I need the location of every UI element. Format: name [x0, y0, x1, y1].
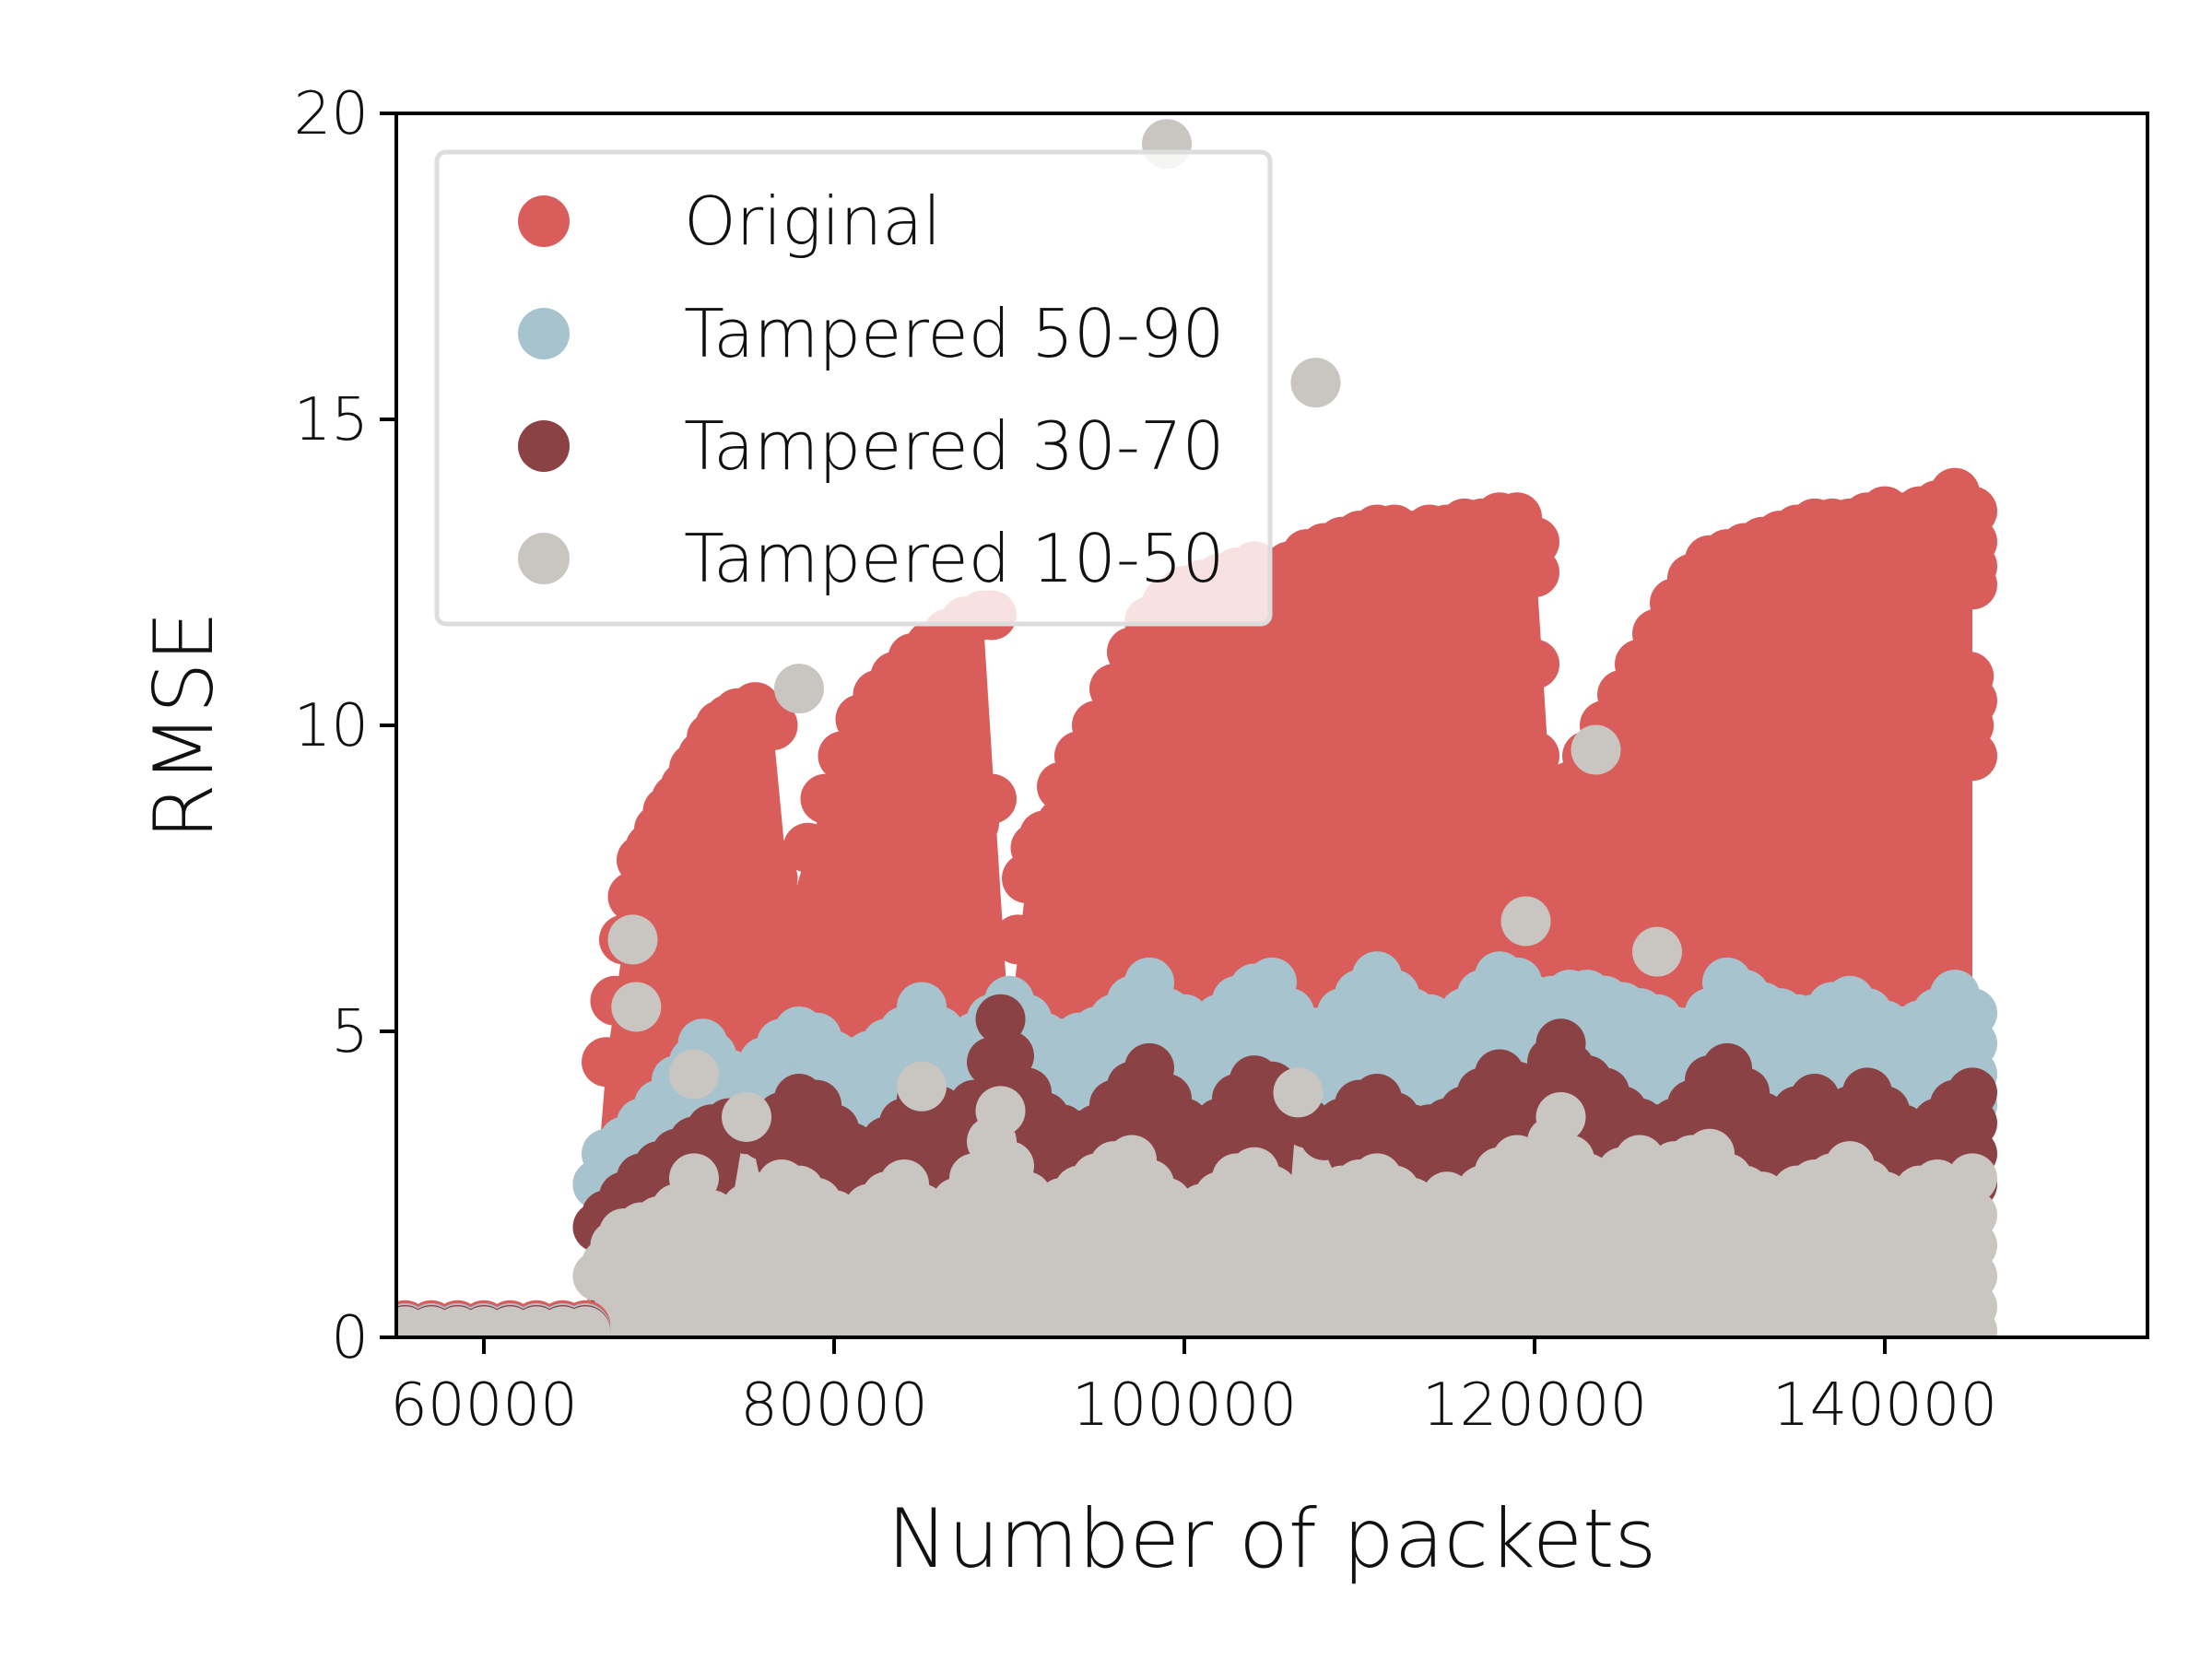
- data-point: [582, 1037, 631, 1088]
- y-tick-label: 15: [294, 386, 369, 454]
- y-tick-label: 10: [294, 692, 369, 760]
- data-point: [1273, 1067, 1324, 1118]
- legend-label-4: Tampered 10-50: [684, 520, 1224, 597]
- data-point: [897, 1061, 947, 1112]
- legend: Original Tampered 50-90 Tampered 30-70 Tamp…: [434, 149, 1273, 627]
- x-tick-label: 120000: [1422, 1371, 1647, 1440]
- data-point: [1947, 1306, 1997, 1337]
- data-point: [800, 773, 851, 824]
- data-point: [1500, 896, 1551, 947]
- data-point: [560, 1306, 611, 1337]
- legend-label-3: Tampered 30-70: [684, 407, 1224, 485]
- legend-box: [434, 149, 1273, 627]
- y-axis-label: RMSE: [136, 611, 231, 841]
- data-point: [1510, 639, 1559, 689]
- data-point: [1944, 700, 1994, 750]
- x-tick-label: 100000: [1072, 1371, 1297, 1440]
- data-point: [1632, 926, 1682, 977]
- series-2-points: [396, 951, 1997, 1337]
- legend-marker-1: [518, 195, 570, 247]
- data-point: [1944, 651, 1994, 701]
- y-tick-label: 5: [331, 998, 369, 1066]
- data-point: [722, 1091, 771, 1142]
- data-point: [774, 664, 824, 714]
- legend-marker-3: [518, 420, 570, 472]
- series-4-points: [396, 119, 1997, 1337]
- data-point: [1571, 724, 1621, 775]
- x-axis: 60000 80000 100000 120000 140000: [390, 1337, 1997, 1440]
- data-point: [1510, 731, 1559, 782]
- data-point: [993, 914, 1043, 965]
- x-tick-label: 60000: [390, 1371, 578, 1440]
- data-point: [765, 884, 816, 935]
- data-point: [1510, 547, 1559, 597]
- x-tick-label: 140000: [1772, 1371, 1997, 1440]
- data-point: [967, 773, 1017, 824]
- y-tick-label: 0: [331, 1304, 369, 1372]
- legend-marker-4: [518, 533, 570, 584]
- data-point: [1290, 358, 1341, 408]
- data-point: [1947, 541, 1997, 592]
- data-point: [611, 982, 662, 1032]
- data-point: [1535, 1091, 1586, 1142]
- data-point: [747, 700, 798, 750]
- x-tick-label: 80000: [740, 1371, 928, 1440]
- legend-label-2: Tampered 50-90: [684, 295, 1224, 372]
- data-point: [975, 1086, 1026, 1136]
- data-point: [1124, 743, 1174, 794]
- data-point: [782, 822, 833, 873]
- data-point: [607, 914, 658, 965]
- legend-label-1: Original: [684, 182, 941, 260]
- data-point: [1947, 1153, 1997, 1204]
- data-point: [669, 1049, 719, 1100]
- y-axis: 0 5 10 15 20: [294, 80, 396, 1372]
- x-axis-label: Number of packets: [888, 1491, 1657, 1586]
- legend-marker-2: [518, 308, 570, 359]
- data-point: [897, 798, 947, 849]
- y-tick-label: 20: [294, 80, 369, 148]
